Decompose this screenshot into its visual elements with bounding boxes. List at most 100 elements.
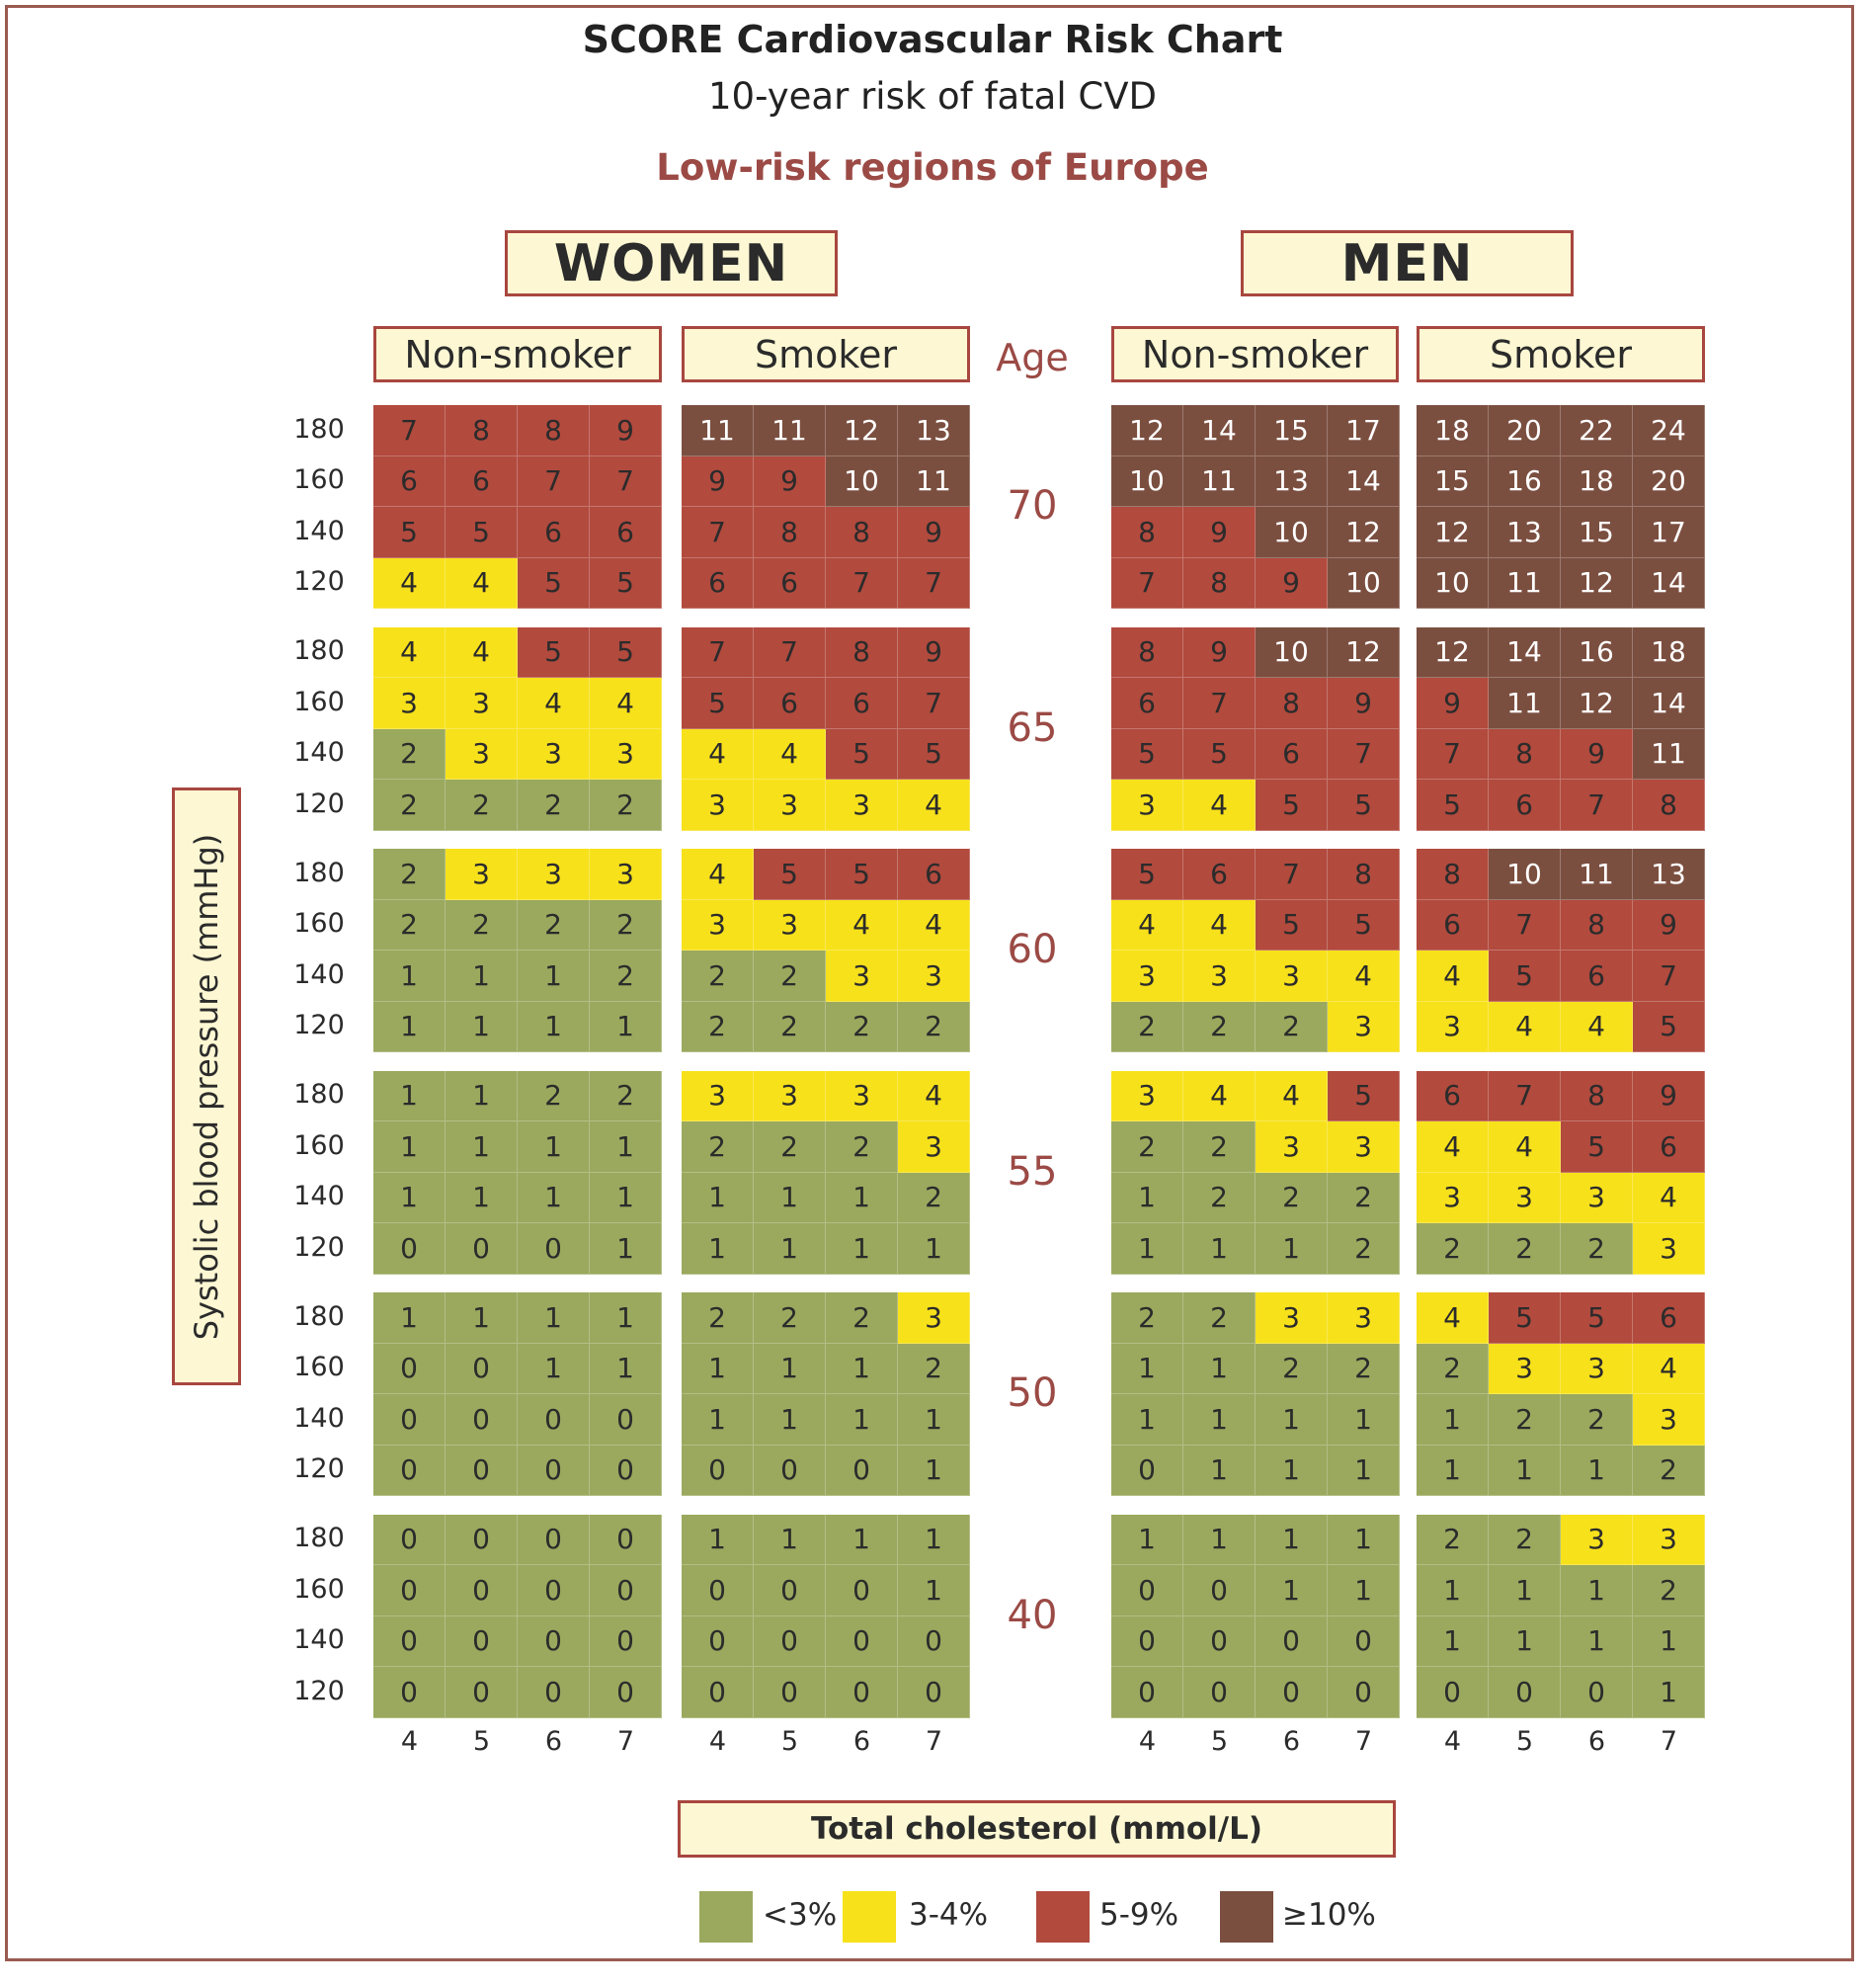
risk-cell: 0 (446, 1223, 518, 1275)
risk-cell: 1 (1256, 1445, 1328, 1496)
risk-cell: 3 (1111, 1070, 1183, 1121)
risk-cell: 0 (446, 1514, 518, 1565)
age-label: 55 (1007, 1148, 1058, 1195)
risk-cell: 0 (373, 1223, 446, 1275)
risk-cell: 2 (1489, 1223, 1561, 1275)
risk-cell: 0 (1328, 1615, 1400, 1667)
legend-swatch (699, 1891, 753, 1943)
risk-cell: 4 (1111, 899, 1183, 951)
risk-cell: 2 (590, 899, 662, 951)
sbp-tick: 120 (293, 566, 345, 598)
risk-cell: 4 (1417, 1121, 1489, 1173)
risk-cell: 9 (1256, 557, 1328, 609)
cholesterol-tick: 7 (616, 1726, 635, 1757)
risk-cell: 13 (1256, 456, 1328, 507)
risk-cell: 4 (898, 780, 970, 831)
risk-cell: 0 (446, 1445, 518, 1496)
risk-cell: 0 (898, 1667, 970, 1718)
risk-cell: 4 (1183, 899, 1256, 951)
risk-cell: 8 (1111, 626, 1183, 678)
risk-cell: 1 (1328, 1394, 1400, 1446)
risk-cell: 7 (373, 405, 446, 456)
risk-cell: 2 (1633, 1445, 1705, 1496)
sbp-tick: 140 (293, 515, 345, 546)
risk-cell: 4 (590, 678, 662, 729)
risk-cell: 2 (1256, 1001, 1328, 1052)
risk-cell: 12 (1111, 405, 1183, 456)
risk-cell: 5 (1328, 780, 1400, 831)
cholesterol-tick: 4 (708, 1726, 727, 1757)
risk-cell: 0 (518, 1565, 590, 1616)
risk-cell: 7 (1417, 728, 1489, 780)
risk-cell: 4 (898, 899, 970, 951)
risk-cell: 0 (590, 1565, 662, 1616)
risk-cell: 4 (682, 849, 754, 900)
risk-cell: 3 (1183, 951, 1256, 1002)
risk-cell: 1 (1183, 1445, 1256, 1496)
risk-cell: 6 (1561, 951, 1633, 1002)
risk-cell: 3 (1561, 1343, 1633, 1394)
risk-cell: 12 (1417, 507, 1489, 558)
risk-cell: 0 (682, 1615, 754, 1667)
age-label: 40 (1007, 1592, 1058, 1638)
risk-cell: 7 (1489, 1070, 1561, 1121)
risk-cell: 1 (1183, 1514, 1256, 1565)
risk-cell: 0 (1111, 1445, 1183, 1496)
risk-cell: 1 (590, 1343, 662, 1394)
risk-cell: 1 (590, 1172, 662, 1223)
risk-cell: 1 (826, 1172, 898, 1223)
risk-cell: 3 (754, 1070, 826, 1121)
risk-cell: 1 (373, 1121, 446, 1173)
risk-cell: 9 (1183, 626, 1256, 678)
risk-cell: 2 (1183, 1172, 1256, 1223)
risk-cell: 6 (826, 678, 898, 729)
risk-cell: 4 (898, 1070, 970, 1121)
risk-cell: 1 (373, 1070, 446, 1121)
risk-cell: 2 (1328, 1223, 1400, 1275)
sbp-tick: 160 (293, 686, 345, 717)
risk-cell: 3 (754, 780, 826, 831)
risk-cell: 9 (898, 626, 970, 678)
sbp-tick: 120 (293, 787, 345, 819)
risk-cell: 0 (682, 1565, 754, 1616)
risk-cell: 0 (590, 1667, 662, 1718)
sbp-tick: 180 (293, 413, 345, 445)
women-smoker-header: Smoker (682, 326, 970, 382)
risk-cell: 0 (1256, 1667, 1328, 1718)
risk-cell: 7 (1489, 899, 1561, 951)
risk-cell: 7 (682, 626, 754, 678)
cholesterol-tick: 7 (925, 1726, 943, 1757)
legend-label: 5-9% (1099, 1897, 1179, 1933)
risk-cell: 11 (1489, 678, 1561, 729)
risk-cell: 3 (1417, 1001, 1489, 1052)
risk-cell: 1 (1183, 1343, 1256, 1394)
risk-cell: 1 (1256, 1565, 1328, 1616)
cholesterol-tick: 5 (472, 1726, 491, 1757)
risk-cell: 0 (373, 1667, 446, 1718)
risk-cell: 5 (590, 557, 662, 609)
risk-cell: 1 (1111, 1343, 1183, 1394)
risk-cell: 0 (373, 1615, 446, 1667)
risk-cell: 0 (1183, 1565, 1256, 1616)
risk-cell: 4 (1328, 951, 1400, 1002)
risk-cell: 8 (1111, 507, 1183, 558)
risk-cell: 9 (1328, 678, 1400, 729)
risk-cell: 13 (1633, 849, 1705, 900)
risk-cell: 1 (1183, 1223, 1256, 1275)
risk-cell: 3 (1633, 1514, 1705, 1565)
risk-cell: 3 (898, 1121, 970, 1173)
risk-cell: 0 (826, 1565, 898, 1616)
risk-cell: 1 (682, 1514, 754, 1565)
risk-cell: 14 (1633, 678, 1705, 729)
risk-cell: 8 (518, 405, 590, 456)
risk-cell: 5 (1561, 1292, 1633, 1344)
risk-cell: 8 (446, 405, 518, 456)
risk-cell: 5 (754, 849, 826, 900)
risk-cell: 5 (590, 626, 662, 678)
risk-cell: 7 (1633, 951, 1705, 1002)
risk-cell: 1 (1256, 1514, 1328, 1565)
risk-cell: 2 (373, 899, 446, 951)
y-axis-label: Systolic blood pressure (mmHg) (188, 833, 225, 1340)
sbp-tick: 140 (293, 958, 345, 990)
legend-swatch (843, 1891, 896, 1943)
